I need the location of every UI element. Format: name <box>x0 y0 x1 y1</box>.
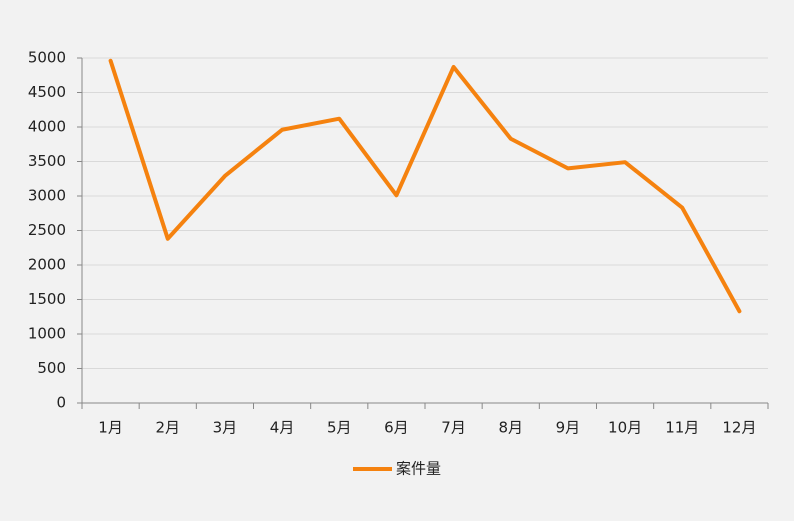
x-tick-label: 6月 <box>384 419 409 437</box>
x-tick-label: 12月 <box>722 419 756 437</box>
y-tick-label: 4500 <box>28 83 66 101</box>
x-tick-label: 9月 <box>556 419 581 437</box>
x-tick-label: 10月 <box>608 419 642 437</box>
x-tick-label: 7月 <box>441 419 466 437</box>
y-tick-label: 4000 <box>28 118 66 136</box>
data-line <box>108 58 742 314</box>
x-tick-label: 2月 <box>155 419 180 437</box>
x-tick-label: 4月 <box>270 419 295 437</box>
x-tick-label: 8月 <box>498 419 523 437</box>
x-tick-label: 3月 <box>213 419 238 437</box>
legend-label: 案件量 <box>396 460 441 478</box>
y-tick-label: 5000 <box>28 49 66 67</box>
y-tick-label: 2500 <box>28 221 66 239</box>
y-tick-label: 500 <box>37 359 66 377</box>
x-tick-label: 11月 <box>665 419 699 437</box>
x-tick-label: 5月 <box>327 419 352 437</box>
y-tick-label: 0 <box>56 394 66 412</box>
y-tick-label: 1000 <box>28 325 66 343</box>
x-tick-label: 1月 <box>98 419 123 437</box>
y-tick-label: 3000 <box>28 187 66 205</box>
y-tick-label: 3500 <box>28 152 66 170</box>
y-tick-label: 2000 <box>28 256 66 274</box>
y-tick-label: 1500 <box>28 290 66 308</box>
